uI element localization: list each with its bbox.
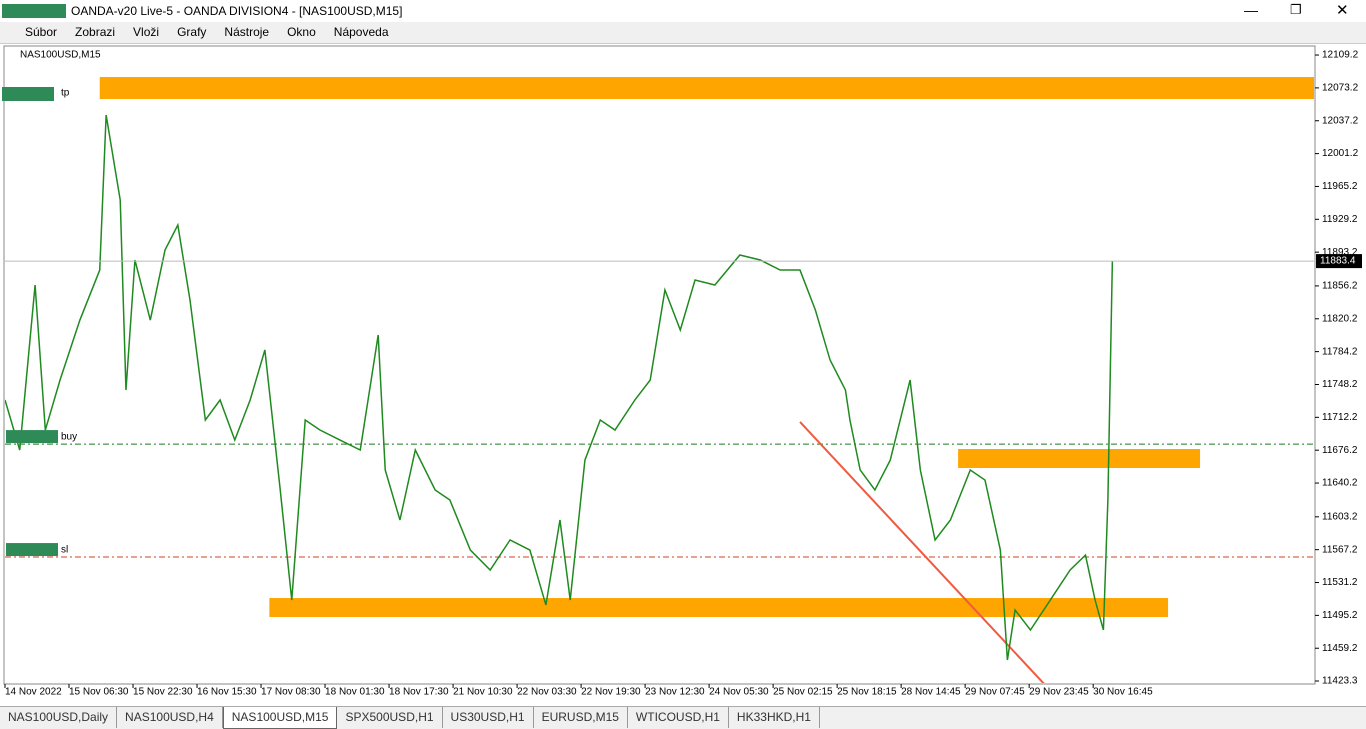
x-tick-label: 15 Nov 06:30 — [69, 687, 129, 698]
y-tick-label: 11495.2 — [1322, 610, 1358, 621]
menu-item[interactable]: Vloži — [133, 25, 160, 39]
price-line — [5, 114, 1114, 661]
hidden-label — [6, 430, 58, 444]
tab[interactable]: SPX500USD,H1 — [337, 707, 443, 728]
title-bar: OANDA-v20 Live-5 - OANDA DIVISION4 - [NA… — [0, 0, 1366, 22]
minimize[interactable]: — — [1244, 2, 1258, 18]
y-tick-label: 12073.2 — [1322, 83, 1359, 94]
level-label: sl — [61, 545, 68, 556]
x-tick-label: 21 Nov 10:30 — [453, 687, 513, 698]
chart: NAS100USD,M15 12109.2 12073.2 12037.2 12001… — [2, 45, 1362, 698]
y-tick-label: 11893.2 — [1322, 247, 1358, 258]
menu-item[interactable]: Nástroje — [224, 25, 270, 39]
window-title: OANDA-v20 Live-5 - OANDA DIVISION4 - [NA… — [71, 4, 403, 18]
plot-frame — [3, 45, 1316, 685]
x-tick-label: 29 Nov 23:45 — [1029, 687, 1089, 698]
x-tick-label: 28 Nov 14:45 — [901, 687, 961, 698]
trendline — [799, 421, 1045, 683]
price-box — [1316, 254, 1362, 269]
y-tick-label: 11423.3 — [1322, 676, 1358, 687]
y-tick-label: 11676.2 — [1322, 445, 1358, 456]
menu-item[interactable]: Súbor — [25, 25, 58, 39]
y-tick-label: 11965.2 — [1322, 181, 1358, 192]
y-tick-label: 11820.2 — [1322, 313, 1358, 324]
menu-item[interactable]: Nápoveda — [333, 25, 389, 39]
y-tick-label: 11459.2 — [1322, 643, 1358, 654]
x-tick-label: 18 Nov 17:30 — [389, 687, 449, 698]
y-tick-label: 11748.2 — [1322, 379, 1358, 390]
annotation: tp — [61, 88, 70, 99]
x-tick-label: 24 Nov 05:30 — [709, 687, 769, 698]
hidden-label — [6, 543, 58, 557]
zone — [958, 449, 1201, 468]
menu-item[interactable]: Zobrazi — [75, 25, 116, 39]
level-label: buy — [61, 432, 77, 443]
y-tick-label: 11929.2 — [1322, 214, 1358, 225]
x-tick-label: 22 Nov 03:30 — [517, 687, 577, 698]
x-tick-label: 18 Nov 01:30 — [325, 687, 385, 698]
x-tick-label: 30 Nov 16:45 — [1093, 687, 1153, 698]
y-tick-label: 11640.2 — [1322, 478, 1358, 489]
y-tick-label: 12001.2 — [1322, 148, 1359, 159]
current-price: 11883.4 — [1320, 256, 1356, 267]
y-tick-label: 11712.2 — [1322, 412, 1358, 423]
tab[interactable]: NAS100USD,Daily — [0, 707, 118, 728]
tab[interactable]: NAS100USD,H4 — [117, 707, 223, 728]
x-tick-label: 23 Nov 12:30 — [645, 687, 705, 698]
maximize[interactable]: ❐ — [1290, 2, 1302, 17]
chart-title: NAS100USD,M15 — [20, 50, 101, 61]
logo — [2, 4, 66, 18]
hidden-label — [2, 86, 54, 101]
menu-bar: Súbor Zobrazi Vloži Grafy Nástroje Okno Nápove… — [0, 22, 1366, 44]
x-tick-label: 25 Nov 02:15 — [773, 687, 833, 698]
zone — [269, 598, 1169, 618]
close[interactable]: ✕ — [1336, 2, 1349, 19]
x-tick-label: 22 Nov 19:30 — [581, 687, 641, 698]
tab[interactable]: NAS100USD,M15 — [222, 707, 338, 729]
x-tick-label: 14 Nov 2022 — [5, 687, 62, 698]
menu-item[interactable]: Grafy — [177, 25, 207, 39]
y-tick-label: 11531.2 — [1322, 577, 1358, 588]
y-tick-label: 12109.2 — [1322, 50, 1359, 61]
tab[interactable]: US30USD,H1 — [443, 707, 534, 728]
menu-item[interactable]: Okno — [287, 25, 316, 39]
tab[interactable]: WTICOUSD,H1 — [628, 707, 729, 728]
y-tick-label: 12037.2 — [1322, 115, 1359, 126]
tab[interactable]: HK33HKD,H1 — [729, 707, 820, 728]
x-tick-label: 16 Nov 15:30 — [197, 687, 257, 698]
tab[interactable]: EURUSD,M15 — [534, 707, 628, 728]
y-tick-label: 11784.2 — [1322, 346, 1358, 357]
x-tick-label: 29 Nov 07:45 — [965, 687, 1025, 698]
zone — [99, 77, 1314, 100]
y-tick-label: 11567.2 — [1322, 544, 1358, 555]
y-tick-label: 11603.2 — [1322, 511, 1358, 522]
x-tick-label: 17 Nov 08:30 — [261, 687, 321, 698]
tab-bar: NAS100USD,Daily NAS100USD,H4 NAS100USD,M15… — [0, 706, 1366, 729]
x-tick-label: 15 Nov 22:30 — [133, 687, 193, 698]
x-tick-label: 25 Nov 18:15 — [837, 687, 897, 698]
y-tick-label: 11856.2 — [1322, 281, 1358, 292]
